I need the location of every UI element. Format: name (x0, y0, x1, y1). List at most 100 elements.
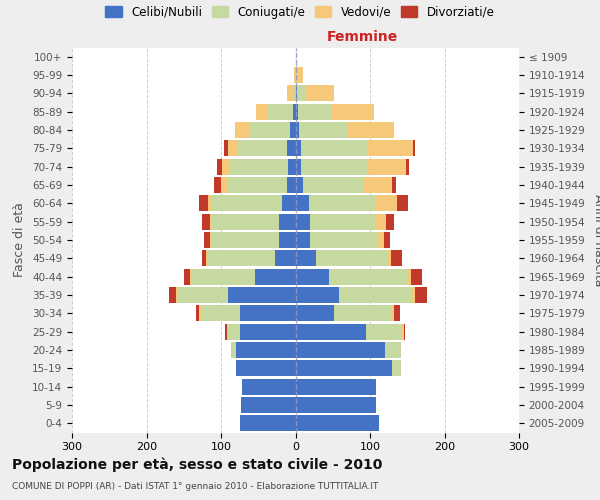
Bar (267, 104, 293, 120)
Bar (210, 214, 212, 230)
Bar (339, 287, 412, 303)
Bar (169, 287, 176, 303)
Bar (199, 196, 208, 212)
Text: COMUNE DI POPPI (AR) - Dati ISTAT 1° gennaio 2010 - Elaborazione TUTTITALIA.IT: COMUNE DI POPPI (AR) - Dati ISTAT 1° gen… (12, 482, 379, 491)
Bar (236, 342, 296, 358)
Bar (306, 86, 334, 102)
Bar (296, 122, 299, 138)
Bar (392, 360, 401, 376)
Bar (287, 86, 293, 102)
Bar (235, 122, 248, 138)
Text: Popolazione per età, sesso e stato civile - 2010: Popolazione per età, sesso e stato civil… (12, 458, 382, 472)
Bar (297, 86, 306, 102)
Bar (293, 104, 296, 120)
Bar (242, 378, 296, 394)
Bar (178, 287, 229, 303)
Bar (227, 324, 229, 340)
Legend: Celibi/Nubili, Coniugati/e, Vedovi/e, Divorziati/e: Celibi/Nubili, Coniugati/e, Vedovi/e, Di… (103, 4, 497, 21)
Bar (415, 287, 427, 303)
Bar (316, 250, 387, 266)
Bar (176, 287, 178, 303)
Bar (296, 416, 379, 432)
Bar (282, 196, 296, 212)
Bar (212, 214, 279, 230)
Bar (303, 177, 364, 193)
Bar (296, 397, 376, 413)
Bar (406, 158, 409, 174)
Bar (296, 86, 297, 102)
Bar (296, 360, 392, 376)
Bar (224, 140, 228, 156)
Bar (392, 306, 394, 322)
Bar (296, 140, 301, 156)
Bar (275, 250, 296, 266)
Bar (412, 287, 415, 303)
Bar (290, 122, 296, 138)
Bar (367, 140, 413, 156)
Bar (248, 122, 290, 138)
Bar (309, 196, 376, 212)
Bar (296, 324, 366, 340)
Bar (293, 86, 296, 102)
Bar (236, 360, 296, 376)
Bar (210, 232, 212, 248)
Bar (287, 177, 296, 193)
Bar (190, 268, 191, 284)
Bar (296, 306, 334, 322)
Bar (296, 214, 310, 230)
Bar (296, 287, 339, 303)
Bar (301, 158, 367, 174)
Bar (184, 268, 190, 284)
Bar (288, 158, 296, 174)
Bar (296, 268, 329, 284)
Bar (407, 268, 411, 284)
Bar (347, 122, 394, 138)
Bar (202, 214, 210, 230)
Bar (239, 324, 296, 340)
Bar (191, 268, 254, 284)
Bar (202, 250, 206, 266)
Bar (296, 177, 303, 193)
Bar (386, 214, 394, 230)
Bar (230, 342, 232, 358)
Bar (223, 158, 230, 174)
Bar (254, 268, 296, 284)
Bar (376, 214, 386, 230)
Bar (366, 324, 402, 340)
Bar (296, 378, 376, 394)
Bar (214, 177, 221, 193)
Y-axis label: Anni di nascita: Anni di nascita (592, 194, 600, 286)
Bar (230, 158, 288, 174)
Bar (404, 324, 405, 340)
Bar (256, 104, 267, 120)
Bar (402, 324, 404, 340)
Bar (204, 232, 210, 248)
Bar (334, 306, 392, 322)
Bar (310, 232, 377, 248)
Bar (196, 306, 199, 322)
Bar (385, 342, 401, 358)
Bar (296, 158, 301, 174)
Bar (232, 342, 236, 358)
Bar (397, 196, 408, 212)
Bar (199, 306, 201, 322)
Bar (296, 250, 316, 266)
Bar (296, 342, 385, 358)
Bar (301, 140, 367, 156)
Bar (221, 177, 227, 193)
Bar (206, 250, 208, 266)
Bar (329, 268, 407, 284)
Bar (296, 232, 310, 248)
Bar (391, 250, 402, 266)
Bar (208, 196, 211, 212)
Bar (367, 158, 406, 174)
Text: Femmine: Femmine (327, 30, 398, 44)
Bar (413, 140, 415, 156)
Bar (296, 67, 297, 83)
Bar (296, 196, 309, 212)
Bar (227, 177, 287, 193)
Bar (331, 104, 374, 120)
Bar (229, 324, 239, 340)
Bar (394, 306, 400, 322)
Bar (296, 104, 298, 120)
